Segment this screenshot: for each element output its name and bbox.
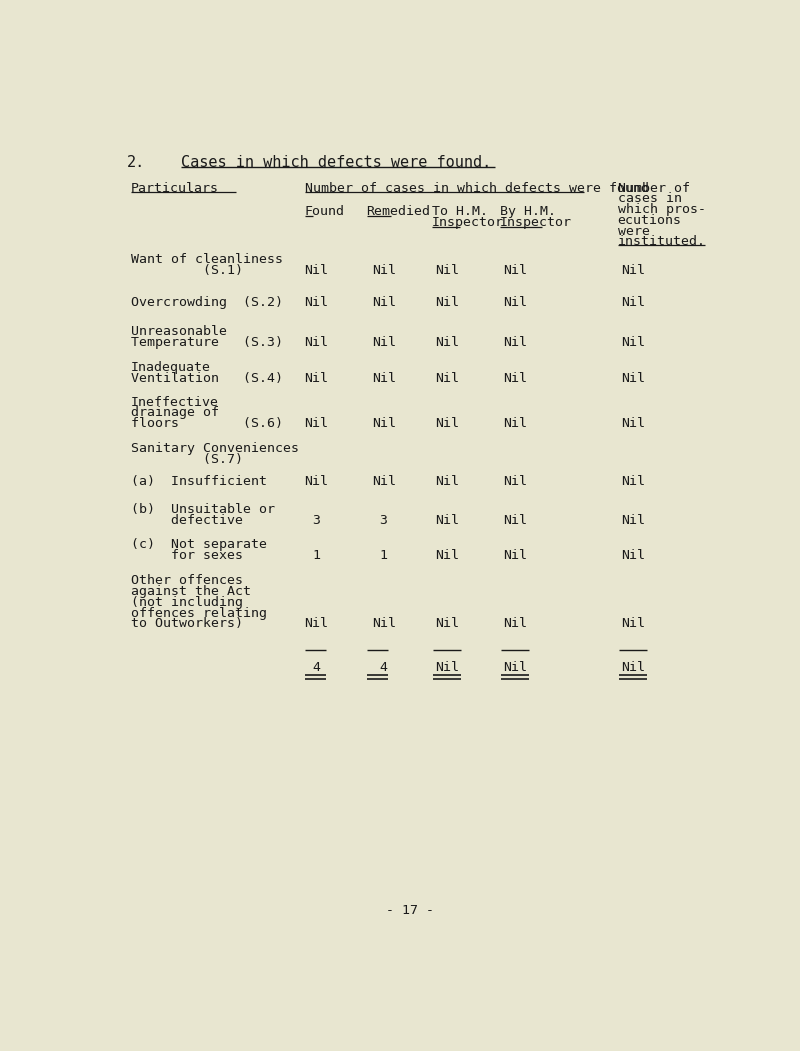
Text: Nil: Nil bbox=[372, 335, 396, 349]
Text: Particulars: Particulars bbox=[131, 182, 219, 194]
Text: Nil: Nil bbox=[304, 417, 328, 430]
Text: Nil: Nil bbox=[503, 549, 527, 562]
Text: Nil: Nil bbox=[435, 295, 459, 309]
Text: Nil: Nil bbox=[622, 417, 646, 430]
Text: Nil: Nil bbox=[622, 372, 646, 385]
Text: Nil: Nil bbox=[503, 661, 527, 675]
Text: Nil: Nil bbox=[435, 617, 459, 631]
Text: Inspector: Inspector bbox=[432, 217, 504, 229]
Text: Temperature   (S.3): Temperature (S.3) bbox=[131, 335, 283, 349]
Text: Nil: Nil bbox=[304, 295, 328, 309]
Text: Overcrowding  (S.2): Overcrowding (S.2) bbox=[131, 295, 283, 309]
Text: Other offences: Other offences bbox=[131, 574, 243, 588]
Text: Nil: Nil bbox=[622, 295, 646, 309]
Text: Remedied: Remedied bbox=[366, 205, 430, 219]
Text: Ventilation   (S.4): Ventilation (S.4) bbox=[131, 372, 283, 385]
Text: Nil: Nil bbox=[435, 335, 459, 349]
Text: Nil: Nil bbox=[304, 617, 328, 631]
Text: drainage of: drainage of bbox=[131, 407, 219, 419]
Text: were: were bbox=[618, 225, 650, 238]
Text: Nil: Nil bbox=[435, 475, 459, 488]
Text: Number of: Number of bbox=[618, 182, 690, 194]
Text: Nil: Nil bbox=[304, 264, 328, 277]
Text: Nil: Nil bbox=[435, 264, 459, 277]
Text: (c)  Not separate: (c) Not separate bbox=[131, 538, 267, 551]
Text: (a)  Insufficient: (a) Insufficient bbox=[131, 475, 267, 488]
Text: 1: 1 bbox=[312, 549, 320, 562]
Text: Nil: Nil bbox=[435, 514, 459, 528]
Text: Nil: Nil bbox=[372, 264, 396, 277]
Text: against the Act: against the Act bbox=[131, 585, 251, 598]
Text: Ineffective: Ineffective bbox=[131, 395, 219, 409]
Text: Nil: Nil bbox=[622, 335, 646, 349]
Text: 3: 3 bbox=[380, 514, 388, 528]
Text: Nil: Nil bbox=[372, 417, 396, 430]
Text: Inadequate: Inadequate bbox=[131, 360, 211, 374]
Text: (not including: (not including bbox=[131, 596, 243, 609]
Text: Nil: Nil bbox=[622, 264, 646, 277]
Text: Nil: Nil bbox=[622, 661, 646, 675]
Text: Nil: Nil bbox=[372, 475, 396, 488]
Text: 4: 4 bbox=[380, 661, 388, 675]
Text: Nil: Nil bbox=[503, 417, 527, 430]
Text: Nil: Nil bbox=[372, 372, 396, 385]
Text: Nil: Nil bbox=[503, 335, 527, 349]
Text: Nil: Nil bbox=[304, 335, 328, 349]
Text: to Outworkers): to Outworkers) bbox=[131, 617, 243, 631]
Text: Nil: Nil bbox=[304, 475, 328, 488]
Text: 4: 4 bbox=[312, 661, 320, 675]
Text: 3: 3 bbox=[312, 514, 320, 528]
Text: Nil: Nil bbox=[622, 475, 646, 488]
Text: Nil: Nil bbox=[435, 372, 459, 385]
Text: Nil: Nil bbox=[622, 617, 646, 631]
Text: cases in: cases in bbox=[618, 192, 682, 205]
Text: To H.M.: To H.M. bbox=[432, 205, 488, 219]
Text: Nil: Nil bbox=[435, 417, 459, 430]
Text: Found: Found bbox=[305, 205, 345, 219]
Text: Nil: Nil bbox=[622, 514, 646, 528]
Text: 1: 1 bbox=[380, 549, 388, 562]
Text: Nil: Nil bbox=[304, 372, 328, 385]
Text: instituted.: instituted. bbox=[618, 235, 706, 248]
Text: Nil: Nil bbox=[503, 475, 527, 488]
Text: Nil: Nil bbox=[435, 549, 459, 562]
Text: ecutions: ecutions bbox=[618, 214, 682, 227]
Text: - 17 -: - 17 - bbox=[386, 904, 434, 916]
Text: defective: defective bbox=[131, 514, 243, 528]
Text: Inspector: Inspector bbox=[500, 217, 572, 229]
Text: 2.: 2. bbox=[127, 156, 146, 170]
Text: floors        (S.6): floors (S.6) bbox=[131, 417, 283, 430]
Text: (S.7): (S.7) bbox=[131, 453, 243, 466]
Text: Nil: Nil bbox=[435, 661, 459, 675]
Text: Nil: Nil bbox=[372, 617, 396, 631]
Text: (b)  Unsuitable or: (b) Unsuitable or bbox=[131, 503, 275, 516]
Text: Nil: Nil bbox=[622, 549, 646, 562]
Text: (S.1): (S.1) bbox=[131, 264, 243, 277]
Text: Nil: Nil bbox=[503, 295, 527, 309]
Text: Want of cleanliness: Want of cleanliness bbox=[131, 253, 283, 266]
Text: Number of cases in which defects were found: Number of cases in which defects were fo… bbox=[305, 182, 649, 194]
Text: which pros-: which pros- bbox=[618, 203, 706, 217]
Text: for sexes: for sexes bbox=[131, 549, 243, 562]
Text: Unreasonable: Unreasonable bbox=[131, 325, 227, 337]
Text: Nil: Nil bbox=[503, 617, 527, 631]
Text: Nil: Nil bbox=[503, 514, 527, 528]
Text: Nil: Nil bbox=[372, 295, 396, 309]
Text: Nil: Nil bbox=[503, 264, 527, 277]
Text: Cases in which defects were found.: Cases in which defects were found. bbox=[182, 156, 492, 170]
Text: By H.M.: By H.M. bbox=[500, 205, 556, 219]
Text: Nil: Nil bbox=[503, 372, 527, 385]
Text: offences relating: offences relating bbox=[131, 606, 267, 620]
Text: Sanitary Conveniences: Sanitary Conveniences bbox=[131, 441, 299, 455]
